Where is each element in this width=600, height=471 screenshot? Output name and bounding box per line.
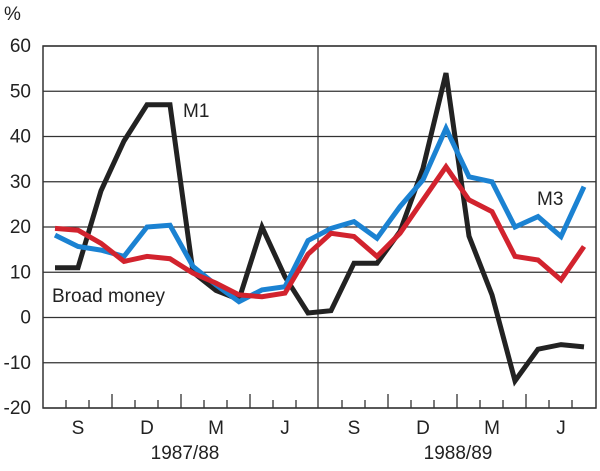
y-tick-label: -20 <box>4 398 31 419</box>
series-label-m3: M3 <box>537 189 563 210</box>
x-tick-marks <box>65 394 573 408</box>
x-tick-label: M <box>484 418 500 439</box>
y-tick-label: 60 <box>10 36 31 57</box>
x-tick-label: M <box>208 418 224 439</box>
y-tick-label: 40 <box>10 127 31 148</box>
y-tick-label: 0 <box>20 308 31 329</box>
year-label-1: 1987/88 <box>151 443 220 464</box>
series-line-broad-money <box>54 162 587 300</box>
series-lines <box>53 72 587 387</box>
series-line-m1 <box>55 72 585 387</box>
year-label-2: 1988/89 <box>424 443 493 464</box>
y-tick-label: 20 <box>10 217 31 238</box>
y-tick-label: 30 <box>10 172 31 193</box>
y-tick-label: -10 <box>4 353 31 374</box>
y-axis-unit: % <box>4 4 21 25</box>
y-tick-label: 10 <box>10 262 31 283</box>
x-tick-label: S <box>72 418 85 439</box>
series-label-broad-money: Broad money <box>52 286 166 307</box>
gridlines <box>42 45 597 409</box>
series-line-m3 <box>53 122 587 305</box>
x-tick-label: J <box>556 418 566 439</box>
series-label-m1: M1 <box>183 101 209 122</box>
x-tick-label: D <box>416 418 430 439</box>
plot-frame <box>42 45 597 409</box>
y-tick-labels: 60 50 40 30 20 10 0 -10 -20 <box>4 36 31 419</box>
y-tick-label: 50 <box>10 81 31 102</box>
x-tick-label: D <box>140 418 154 439</box>
x-tick-label: J <box>280 418 290 439</box>
x-tick-label: S <box>348 418 361 439</box>
